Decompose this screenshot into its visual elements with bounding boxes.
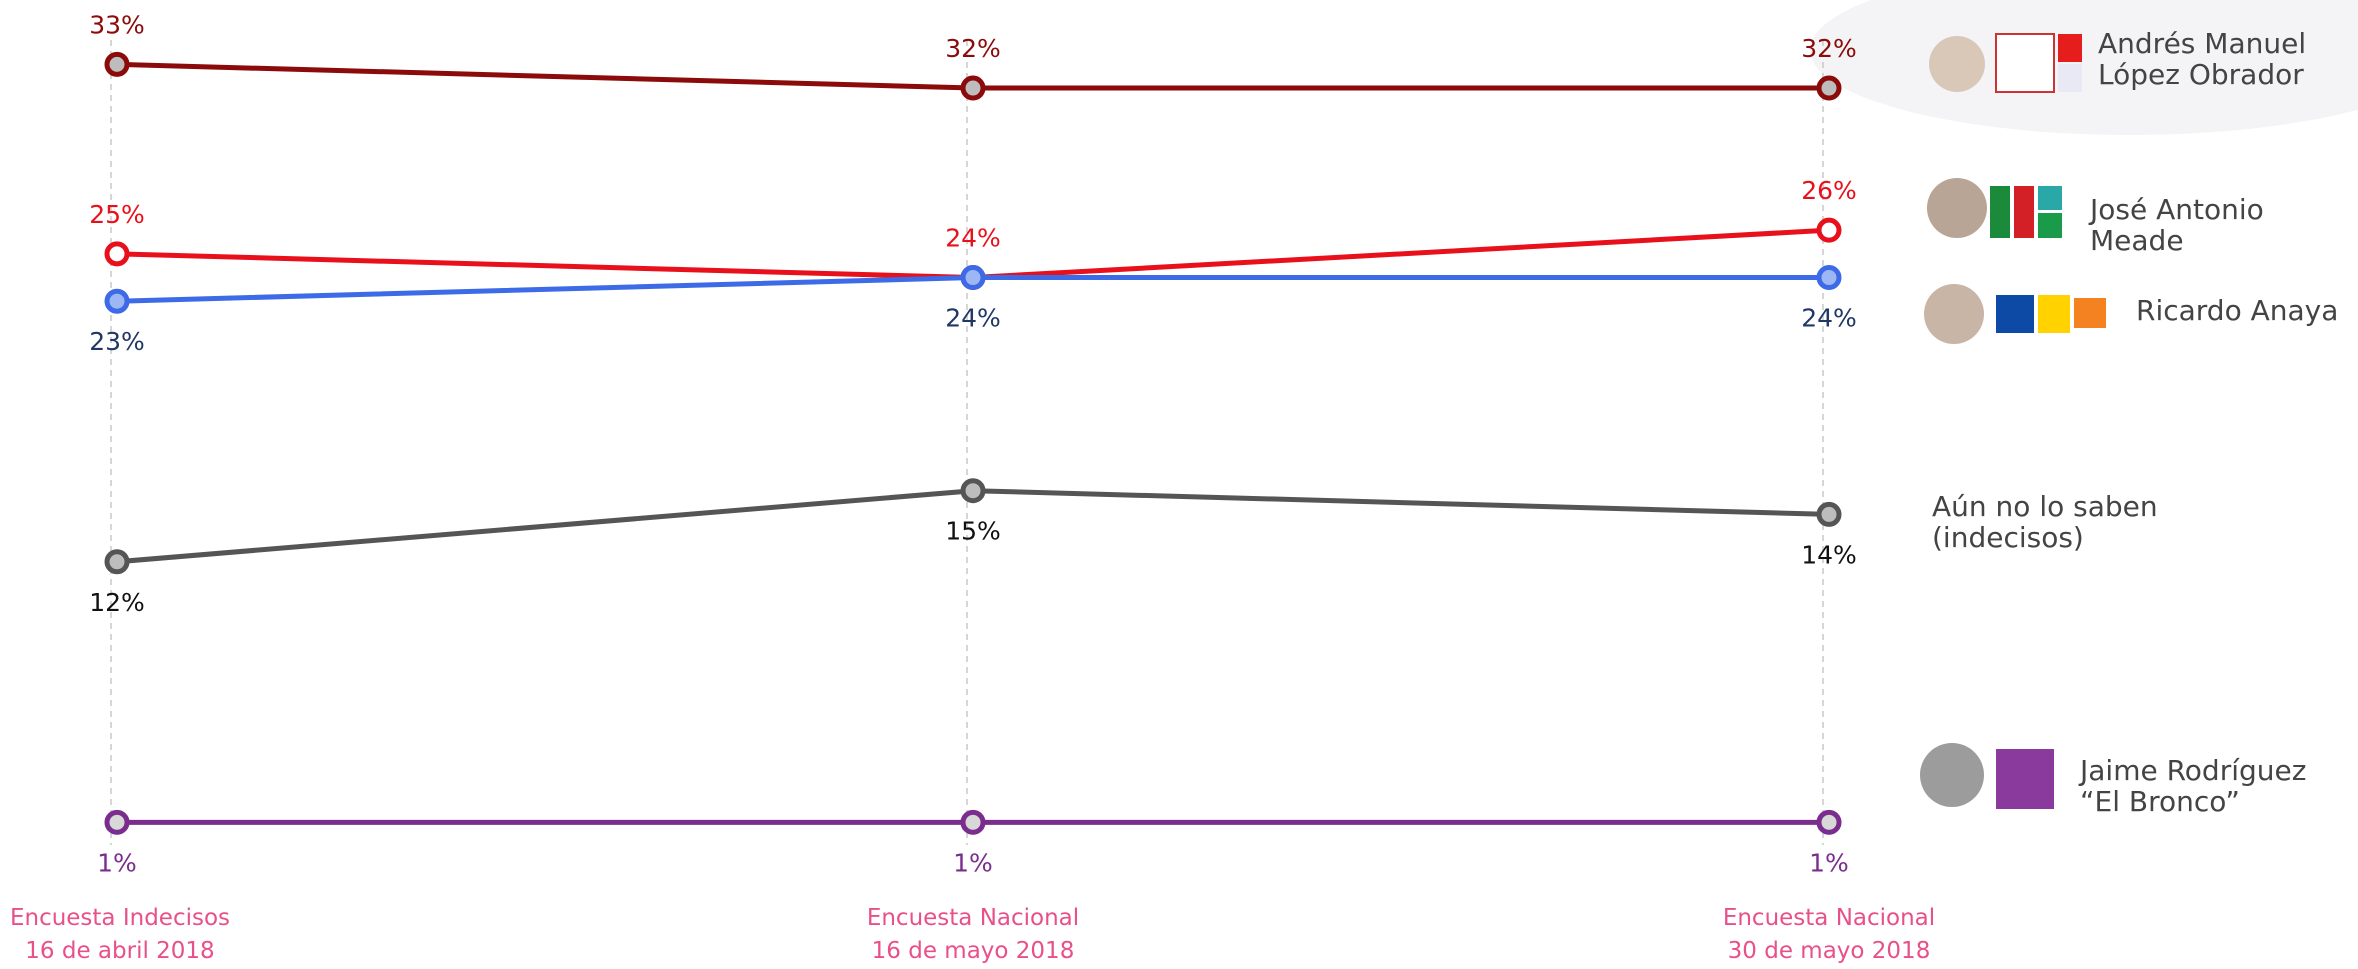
point [104,288,130,314]
data-label: 32% [945,34,1001,63]
point [1816,217,1842,243]
point [1816,501,1842,527]
point [1816,809,1842,835]
point [104,809,130,835]
data-label: 24% [1801,304,1857,333]
data-label: 15% [945,517,1001,546]
point [104,51,130,77]
point [960,478,986,504]
point [1816,75,1842,101]
data-label: 33% [89,10,145,39]
point [1816,265,1842,291]
point [960,809,986,835]
point [104,549,130,575]
data-label: 1% [953,848,993,877]
point [104,241,130,267]
legend-icons [1920,33,2106,809]
legend-highlight [1810,0,2358,135]
point [960,265,986,291]
data-label: 32% [1801,34,1857,63]
x-tick-label: Encuesta Indecisos 16 de abril 2018 [9,905,231,964]
legend-label: Jaime Rodríguez “El Bronco” [2080,754,2307,818]
legend-label: Ricardo Anaya [2136,294,2339,327]
data-label: 1% [1809,848,1849,877]
data-label: 24% [945,304,1001,333]
x-tick-label: Encuesta Nacional 30 de mayo 2018 [1722,905,1936,964]
legend-label: Aún no lo saben (indecisos) [1932,490,2158,554]
legend-label: José Antonio Meade [2090,193,2264,257]
legend-label: Andrés Manuel López Obrador [2098,27,2307,91]
data-label: 24% [945,224,1001,253]
data-label: 26% [1801,176,1857,205]
data-label: 12% [89,588,145,617]
data-label: 25% [89,200,145,229]
data-label: 1% [97,848,137,877]
point [960,75,986,101]
data-label: 23% [89,327,145,356]
x-tick-label: Encuesta Nacional 16 de mayo 2018 [866,905,1080,964]
data-label: 14% [1801,540,1857,569]
